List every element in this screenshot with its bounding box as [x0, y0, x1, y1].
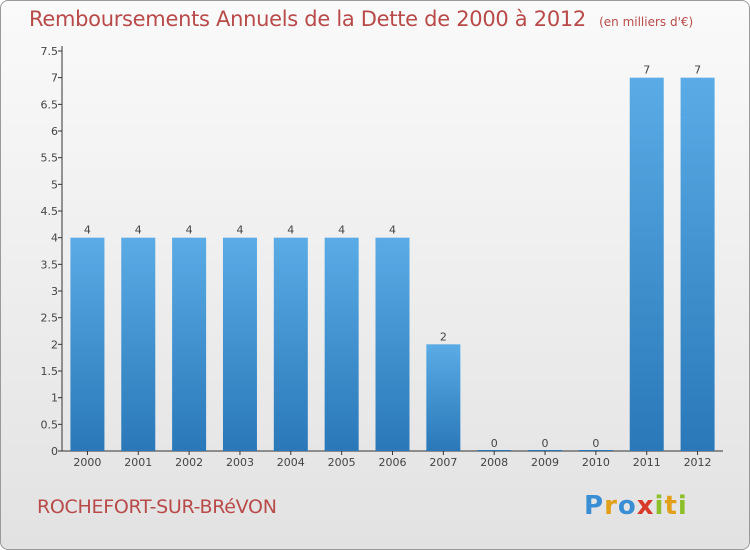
- data-label: 4: [84, 224, 91, 237]
- data-label: 4: [389, 224, 396, 237]
- x-axis: 2000 2001 2002 2003 2004 2005 2006 2007 2008 2009…: [62, 450, 723, 469]
- x-tick-label: 2005: [328, 456, 356, 469]
- y-tick-label: 3: [51, 285, 58, 298]
- data-label: 0: [592, 437, 599, 450]
- bar: [70, 237, 105, 451]
- brand-letter: i: [654, 491, 665, 521]
- bar: [172, 237, 207, 451]
- x-tick-label: 2009: [531, 456, 559, 469]
- bar: [680, 77, 715, 452]
- bar: [222, 237, 257, 451]
- y-tick-label: 2.5: [41, 312, 59, 325]
- data-label: 7: [694, 64, 701, 77]
- y-axis: 0 0.5 1 1.5 2 2.5 3 3.5 4 4.5 5 5.5 6 6.5 7 7.5: [41, 45, 63, 458]
- brand-letter: P: [584, 491, 605, 521]
- data-label: 4: [135, 224, 142, 237]
- brand-letter: r: [604, 491, 618, 521]
- data-label: 0: [542, 437, 549, 450]
- brand-letter: i: [677, 491, 688, 521]
- chart-subtitle: (en milliers d'€): [599, 15, 694, 29]
- x-tick-label: 2003: [226, 456, 254, 469]
- bar: [324, 237, 359, 451]
- data-label: 4: [338, 224, 345, 237]
- bar: [273, 237, 308, 451]
- y-tick-label: 5.5: [41, 152, 59, 165]
- title-row: Remboursements Annuels de la Dette de 20…: [29, 7, 693, 31]
- y-tick-label: 7.5: [41, 45, 59, 58]
- y-tick-label: 5: [51, 178, 58, 191]
- chart-title: Remboursements Annuels de la Dette de 20…: [29, 7, 586, 31]
- y-tick-label: 3.5: [41, 258, 59, 271]
- y-tick-label: 1: [51, 392, 58, 405]
- bar: [629, 77, 664, 452]
- bar: [375, 237, 410, 451]
- bar: [578, 450, 613, 451]
- x-tick-label: 2008: [480, 456, 508, 469]
- x-tick-label: 2007: [429, 456, 457, 469]
- brand-letter: t: [664, 491, 678, 521]
- y-tick-label: 4: [51, 232, 58, 245]
- data-label: 4: [186, 224, 193, 237]
- bar: [121, 237, 156, 451]
- bars: [70, 77, 715, 452]
- bar: [528, 450, 563, 451]
- bar: [426, 344, 461, 451]
- data-label: 0: [491, 437, 498, 450]
- data-labels: 4 4 4 4 4 4 4 2 0 0 0 7 7: [84, 64, 701, 450]
- data-label: 7: [643, 64, 650, 77]
- x-tick-label: 2006: [379, 456, 407, 469]
- y-tick-label: 0: [51, 445, 58, 458]
- y-tick-label: 6: [51, 125, 58, 138]
- y-tick-label: 6.5: [41, 98, 59, 111]
- bar: [477, 450, 512, 451]
- brand-letter: x: [636, 491, 655, 521]
- commune-name: ROCHEFORT-SUR-BRéVON: [37, 496, 277, 518]
- brand-logo: Proxiti: [584, 491, 688, 521]
- data-label: 4: [236, 224, 243, 237]
- y-tick-label: 2: [51, 338, 58, 351]
- data-label: 2: [440, 330, 447, 343]
- y-tick-label: 0.5: [41, 418, 59, 431]
- x-tick-label: 2012: [684, 456, 712, 469]
- x-tick-label: 2004: [277, 456, 305, 469]
- x-tick-label: 2001: [124, 456, 152, 469]
- data-label: 4: [287, 224, 294, 237]
- y-tick-label: 1.5: [41, 365, 59, 378]
- x-tick-label: 2011: [633, 456, 661, 469]
- y-tick-label: 4.5: [41, 205, 59, 218]
- x-tick-label: 2000: [73, 456, 101, 469]
- brand-letter: o: [617, 491, 637, 521]
- y-tick-label: 7: [51, 72, 58, 85]
- x-tick-label: 2010: [582, 456, 610, 469]
- x-tick-label: 2002: [175, 456, 203, 469]
